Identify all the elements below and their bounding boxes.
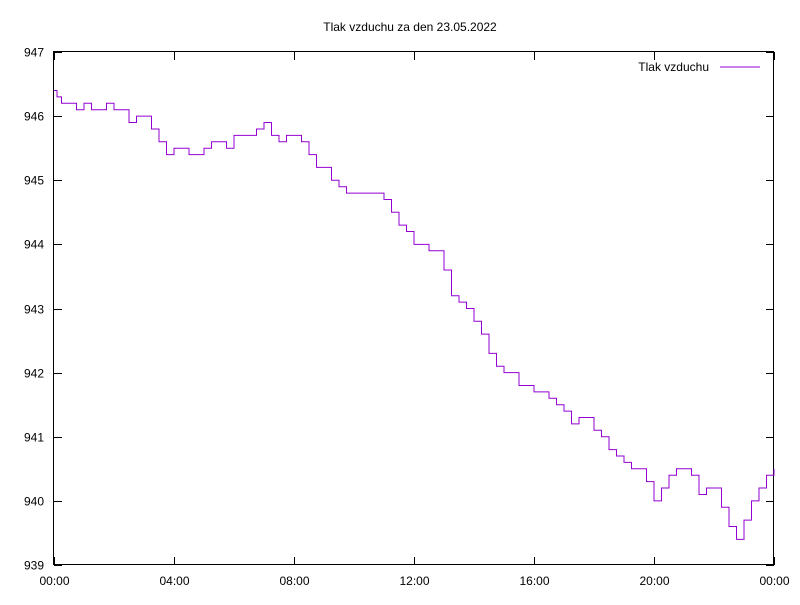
x-axis: 00:00 04:00 08:00 12:00 16:00 20:00 00:00: [39, 52, 790, 588]
y-tick-label: 946: [24, 110, 44, 124]
x-tick-label: 08:00: [279, 574, 309, 588]
x-tick-label: 00:00: [759, 574, 789, 588]
x-tick-label: 20:00: [639, 574, 669, 588]
y-tick-label: 947: [24, 46, 44, 60]
y-tick-label: 940: [24, 495, 44, 509]
x-tick-label: 12:00: [399, 574, 429, 588]
x-tick-label: 16:00: [519, 574, 549, 588]
y-axis: 939 940 941 942 943 944 945 946 947: [24, 46, 774, 573]
y-tick-label: 941: [24, 431, 44, 445]
legend: Tlak vzduchu: [638, 60, 760, 74]
chart-title: Tlak vzduchu za den 23.05.2022: [323, 20, 497, 34]
series-group: [54, 90, 775, 540]
x-tick-label: 04:00: [159, 574, 189, 588]
y-tick-label: 944: [24, 238, 44, 252]
legend-label: Tlak vzduchu: [638, 60, 709, 74]
y-tick-label: 943: [24, 303, 44, 317]
y-tick-label: 945: [24, 174, 44, 188]
y-tick-label: 939: [24, 559, 44, 573]
y-tick-label: 942: [24, 367, 44, 381]
plot-frame: [53, 51, 774, 565]
series-line: [54, 90, 775, 540]
x-tick-label: 00:00: [39, 574, 69, 588]
